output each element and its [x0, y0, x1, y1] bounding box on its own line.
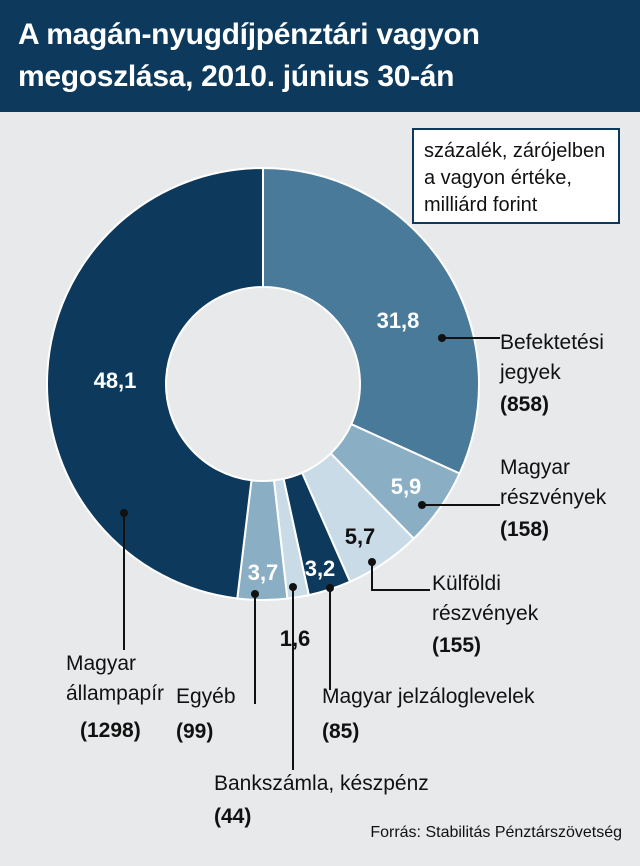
- amount-label-allampapir: (1298): [80, 719, 141, 742]
- category-label-jelzaloglevelek-line-1: Magyar jelzáloglevelek: [322, 685, 535, 708]
- value-label-egyeb: 3,7: [248, 560, 279, 585]
- amount-label-befektetesi-jegyek: (858): [500, 393, 549, 416]
- chart-header: A magán-nyugdíjpénztári vagyon megoszlás…: [0, 0, 640, 112]
- amount-label-egyeb: (99): [176, 720, 213, 743]
- source-note: Forrás: Stabilitás Pénztárszövetség: [370, 824, 622, 841]
- leader-dot-kulfoldi-reszvenyek: [368, 558, 376, 566]
- leader-dot-jelzaloglevelek: [326, 584, 334, 592]
- leader-line-kulfoldi-reszvenyek: [371, 562, 430, 591]
- category-label-magyar-reszvenyek-line-1: Magyar: [500, 456, 570, 479]
- leader-dot-magyar-reszvenyek: [418, 501, 426, 509]
- amount-label-jelzaloglevelek: (85): [322, 720, 359, 743]
- category-label-kulfoldi-reszvenyek-line-1: Külföldi: [432, 572, 501, 595]
- units-note-line-3: milliárd forint: [424, 194, 538, 216]
- category-label-bankszamla-line-1: Bankszámla, készpénz: [214, 772, 429, 795]
- leader-dot-befektetesi-jegyek: [438, 334, 446, 342]
- amount-label-magyar-reszvenyek: (158): [500, 518, 549, 541]
- value-label-jelzaloglevelek: 3,2: [305, 556, 336, 581]
- amount-label-bankszamla: (44): [214, 805, 251, 828]
- units-note-line-2: a vagyon értéke,: [424, 167, 572, 189]
- value-label-kulfoldi-reszvenyek: 5,7: [345, 524, 376, 549]
- leader-dot-bankszamla: [289, 583, 297, 591]
- category-label-magyar-reszvenyek-line-2: részvények: [500, 486, 607, 509]
- value-label-bankszamla: 1,6: [280, 626, 311, 651]
- category-label-egyeb-line-1: Egyéb: [176, 685, 236, 708]
- value-label-allampapir: 48,1: [94, 368, 137, 393]
- leader-dot-allampapir: [120, 509, 128, 517]
- chart-title-line-2: megoszlása, 2010. június 30-án: [18, 60, 455, 93]
- category-label-kulfoldi-reszvenyek-line-2: részvények: [432, 602, 539, 625]
- value-label-magyar-reszvenyek: 5,9: [391, 474, 422, 499]
- category-label-befektetesi-jegyek-line-1: Befektetési: [500, 331, 604, 354]
- slice-allampapir: [45, 166, 264, 600]
- category-label-allampapir-line-2: állampapír: [66, 682, 164, 705]
- leader-dot-egyeb: [251, 590, 259, 598]
- category-label-allampapir-line-1: Magyar: [66, 652, 136, 675]
- chart-title: A magán-nyugdíjpénztári vagyon megoszlás…: [18, 14, 618, 98]
- value-label-befektetesi-jegyek: 31,8: [377, 308, 420, 333]
- category-label-befektetesi-jegyek-line-2: jegyek: [499, 361, 561, 384]
- units-note-line-1: százalék, zárójelben: [424, 140, 606, 162]
- units-note: százalék, zárójelben a vagyon értéke, mi…: [412, 128, 620, 224]
- slice-befektetesi-jegyek: [262, 166, 480, 475]
- amount-label-kulfoldi-reszvenyek: (155): [432, 634, 481, 657]
- chart-title-line-1: A magán-nyugdíjpénztári vagyon: [18, 18, 480, 51]
